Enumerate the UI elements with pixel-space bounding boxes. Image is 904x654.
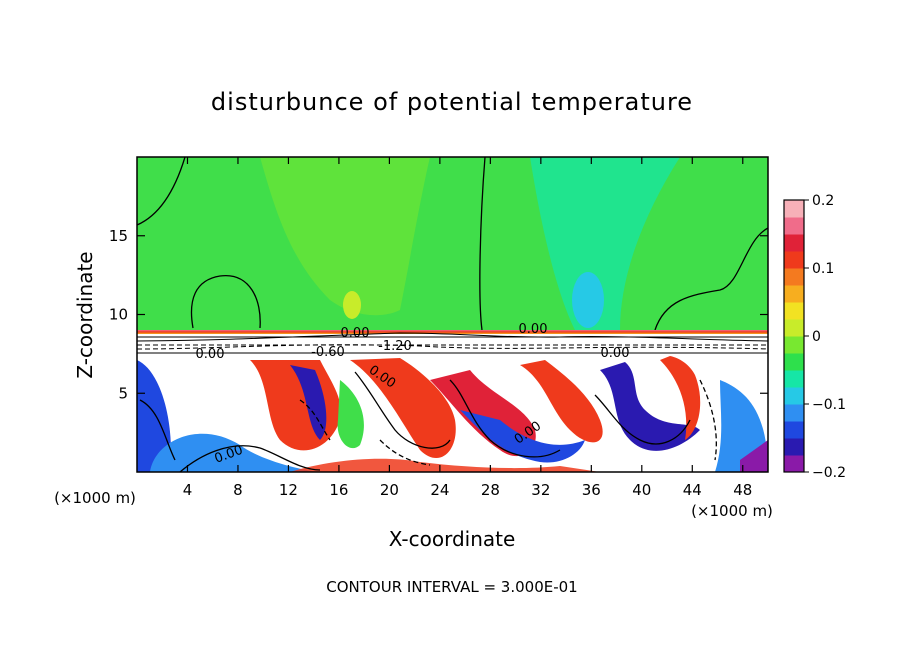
green-swirl-1 [337, 380, 364, 449]
colorbar-swatch [784, 200, 804, 218]
x-tick-label: 40 [632, 481, 651, 499]
colorbar-swatch [784, 234, 804, 252]
x-tick-label: 28 [481, 481, 500, 499]
z-tick-label: 10 [109, 306, 128, 324]
contour-label: 0.00 [196, 347, 225, 362]
colorbar-tick-label: −0.1 [812, 397, 846, 413]
plot-area [137, 157, 768, 472]
colorbar-swatch [784, 353, 804, 371]
colorbar-swatch [784, 387, 804, 405]
colorbar-swatch [784, 370, 804, 388]
x-tick-label: 12 [279, 481, 298, 499]
upper-contour-2 [190, 275, 261, 329]
colorbar-swatch [784, 302, 804, 320]
x-tick-label: 16 [329, 481, 348, 499]
contour-interval-note: CONTOUR INTERVAL = 3.000E-01 [326, 578, 577, 596]
colorbar-swatch [784, 421, 804, 439]
colorbar-swatch [784, 319, 804, 337]
blue-swirl-4 [460, 410, 585, 463]
x-tick-label: 8 [233, 481, 243, 499]
upper-contour-4 [654, 227, 768, 331]
x-tick-label: 32 [531, 481, 550, 499]
x-axis: 4 8 12 16 20 24 28 32 36 40 44 48 [183, 157, 752, 499]
x-tick-label: 24 [430, 481, 449, 499]
upper-field-light [260, 157, 430, 316]
x-unit-label-left: (×1000 m) [54, 489, 136, 507]
upper-field [137, 157, 768, 332]
colorbar-tick-label: −0.2 [812, 465, 846, 481]
upper-field-cyan-core [572, 272, 604, 328]
red-swirl-5 [660, 356, 701, 440]
contour-label: 0.00 [601, 346, 630, 361]
x-axis-label: X-coordinate [389, 527, 516, 551]
colorbar-swatch [784, 438, 804, 456]
chart-title: disturbunce of potential temperature [211, 88, 693, 116]
z-tick-label: 5 [118, 384, 128, 402]
colorbar-swatch [784, 404, 804, 422]
colorbar-swatch [784, 336, 804, 354]
purple-edge [740, 440, 768, 472]
z-axis: 5 10 15 [109, 227, 768, 402]
x-tick-label: 20 [380, 481, 399, 499]
upper-contour [137, 157, 186, 226]
z-tick-label: 15 [109, 227, 128, 245]
x-unit-label-right: (×1000 m) [691, 502, 773, 520]
blue-swirl-3 [290, 365, 327, 440]
upper-contour-3 [479, 157, 486, 331]
bottom-red-band [290, 458, 600, 472]
contour-label: -0.60 [311, 345, 345, 360]
contour-label: 0.00 [341, 326, 370, 341]
colorbar-swatch [784, 285, 804, 303]
inversion-contours [137, 332, 768, 354]
contour-label: 0.00 [519, 322, 548, 337]
contour-label: -1.20 [378, 339, 412, 354]
lower-contours [139, 371, 717, 472]
colorbar-tick-label: 0.2 [812, 193, 834, 209]
colorbar-swatch [784, 251, 804, 269]
x-tick-label: 48 [733, 481, 752, 499]
x-tick-label: 4 [183, 481, 193, 499]
blue-swirl-6 [715, 380, 768, 472]
colorbar-tick-label: 0.1 [812, 261, 834, 277]
upper-field-cyan [530, 157, 680, 330]
inversion-band [137, 330, 768, 334]
x-tick-label: 44 [683, 481, 702, 499]
red-swirl-4 [520, 360, 603, 443]
x-tick-label: 36 [582, 481, 601, 499]
colorbar-swatch [784, 268, 804, 286]
colorbar-swatch [784, 455, 804, 473]
colorbar-tick-label: 0 [812, 329, 821, 345]
colorbar-swatch [784, 217, 804, 235]
upper-field-yellow [343, 291, 361, 319]
z-axis-label: Z-coordinate [73, 251, 97, 378]
red-swirl-2 [350, 358, 456, 459]
inversion-white [137, 334, 768, 354]
colorbar: 0.2 0.1 0 −0.1 −0.2 [783, 193, 846, 481]
blue-swirl-1 [137, 360, 171, 472]
